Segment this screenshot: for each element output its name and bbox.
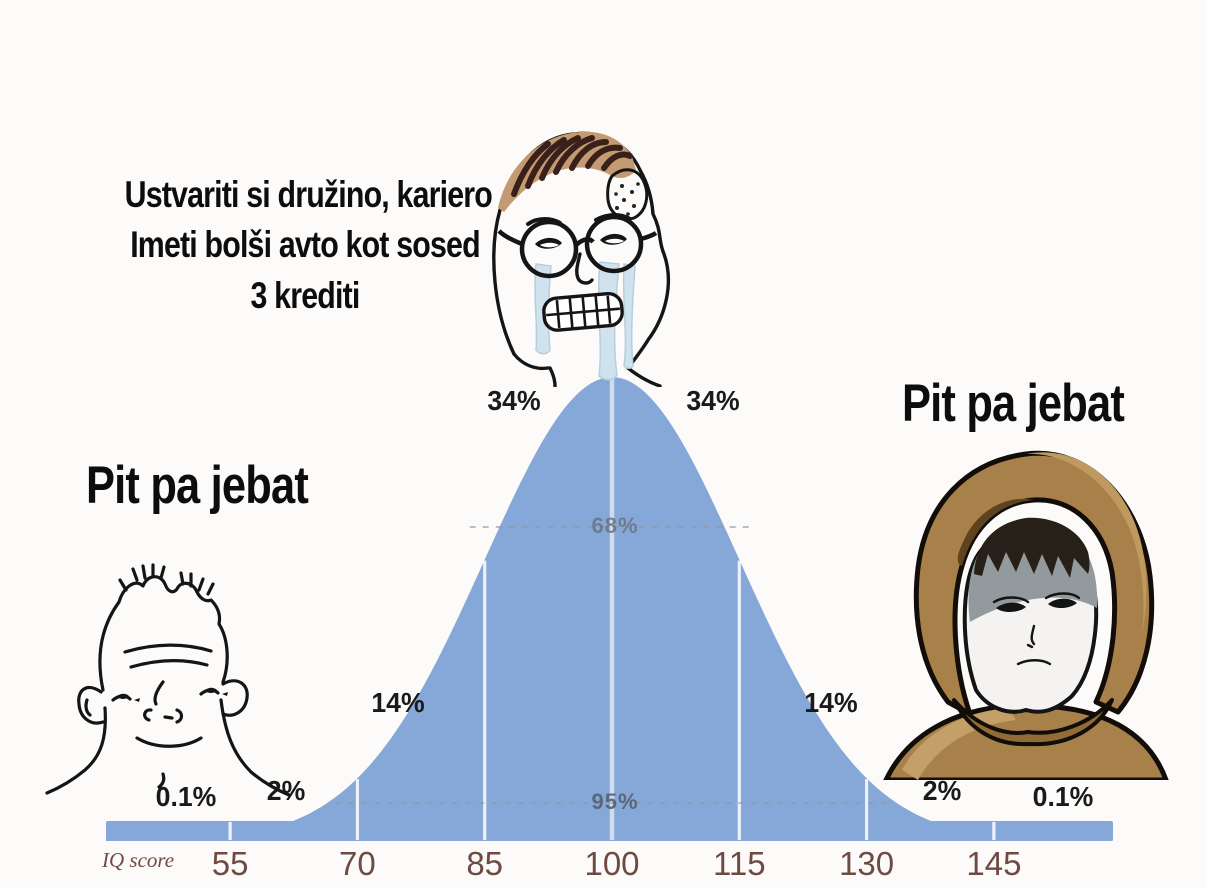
interval-percentage-label: 95% [591,789,639,814]
segment-percentage-label: 34% [487,385,541,416]
x-axis-title: IQ score [102,848,175,872]
segment-percentage-label: 2% [266,775,306,806]
brainlet-wojak-figure [45,563,291,797]
x-tick-label: 100 [584,845,640,882]
x-tick-label: 115 [712,845,766,882]
segment-percentage-label: 0.1% [1032,781,1094,812]
x-tick-label: 70 [339,845,376,882]
x-tick-label: 55 [211,845,249,882]
caption-right-tail: Pit pa jebat [901,374,1125,433]
caption-midwit-line-1: Ustvariti si družino, kariero [124,174,493,215]
x-tick-label: 130 [839,845,895,882]
hooded-doomer-figure [883,450,1169,780]
segment-percentage-label: 14% [371,687,425,718]
caption-left-tail: Pit pa jebat [85,456,309,515]
caption-midwit-line-3: 3 krediti [250,274,361,316]
interval-percentage-label: 68% [591,513,639,538]
segment-percentage-label: 0.1% [155,781,217,812]
caption-midwit: Ustvariti si družino, kariero Imeti bolš… [124,170,493,321]
caption-midwit-line-2: Imeti bolši avto kot sosed [130,224,480,266]
segment-percentage-label: 14% [804,687,858,718]
normal-curve-area [106,377,1113,841]
x-tick-label: 145 [966,845,1022,882]
segment-percentage-label: 34% [686,385,740,416]
x-tick-label: 85 [466,845,504,882]
segment-percentage-label: 2% [922,775,962,806]
crying-wojak-figure [492,131,671,387]
